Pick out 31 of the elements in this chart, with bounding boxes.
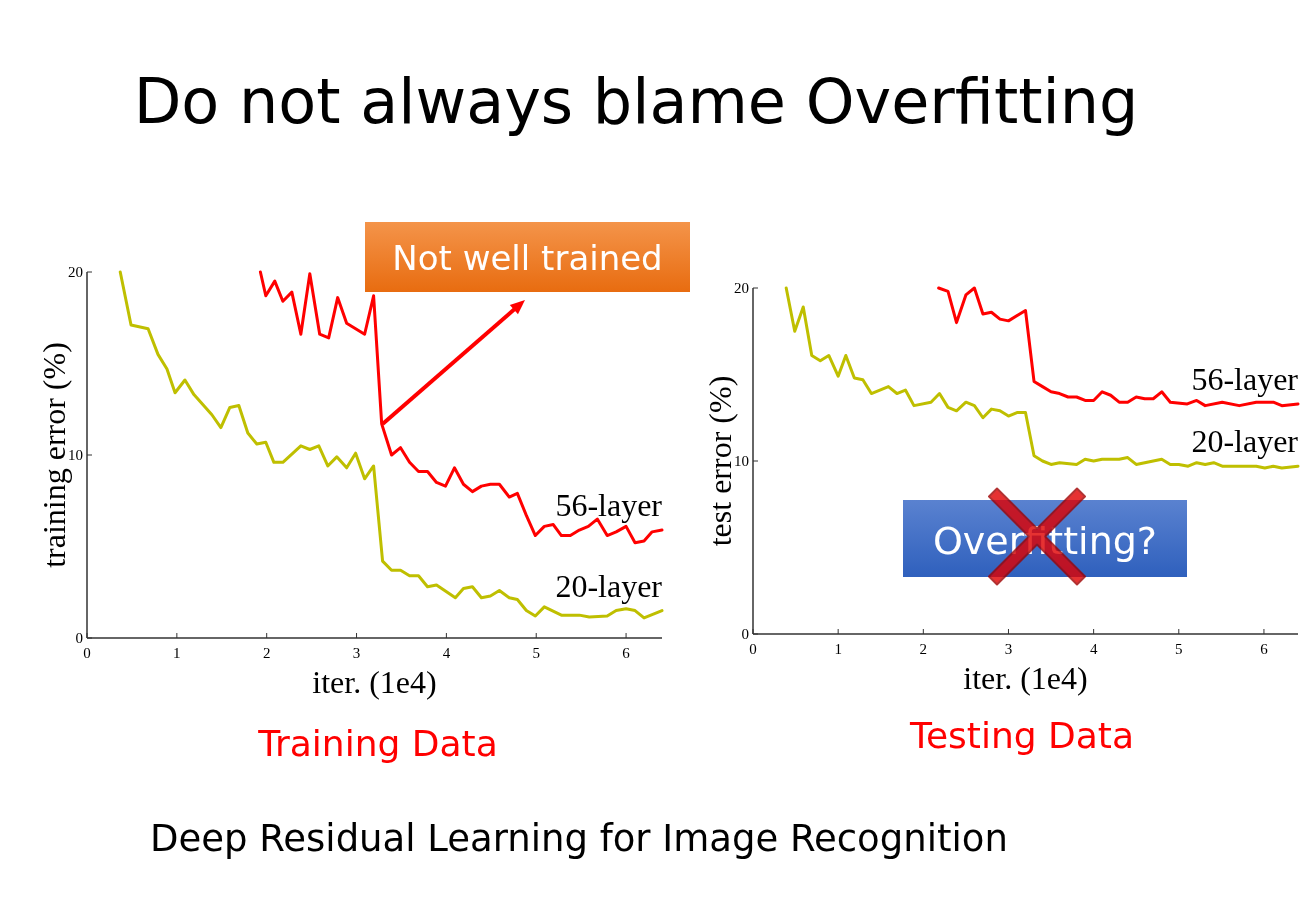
line-series — [118, 270, 664, 620]
line-series — [258, 270, 664, 545]
x-axis-title: iter. (1e4) — [963, 660, 1088, 696]
x-tick-label: 6 — [622, 645, 631, 661]
x-tick-label: 2 — [262, 645, 271, 661]
x-tick-label: 3 — [1004, 641, 1013, 657]
x-tick-label: 5 — [532, 645, 540, 661]
x-tick-label: 1 — [834, 641, 842, 657]
x-tick-label: 5 — [1175, 641, 1183, 657]
y-tick-label: 0 — [741, 626, 749, 642]
text: Deep Residual Learning for Image Recognition — [150, 817, 1008, 860]
text: Testing Data — [909, 715, 1134, 756]
x-tick-label: 1 — [173, 645, 181, 661]
x-tick-label: 6 — [1260, 641, 1269, 657]
series-label: 20-layer — [555, 567, 663, 604]
series-label: 20-layer — [1191, 423, 1299, 460]
x-tick-label: 4 — [1089, 641, 1098, 657]
x-tick-label: 2 — [919, 641, 928, 657]
x-tick-label: 4 — [442, 645, 451, 661]
chart-title: Do not always blame Overfitting — [133, 65, 1139, 138]
series-label: 56-layer — [1191, 360, 1299, 397]
series-label: 56-layer — [555, 487, 663, 524]
y-tick-label: 0 — [75, 630, 83, 646]
text: Training Data — [257, 723, 498, 764]
line-series — [784, 286, 1300, 470]
annotation: Not well trained — [392, 238, 663, 278]
y-tick-label: 20 — [68, 264, 83, 280]
x-tick-label: 3 — [352, 645, 361, 661]
x-axis-title: iter. (1e4) — [312, 664, 437, 700]
y-tick-label: 20 — [734, 280, 749, 296]
line-series — [937, 286, 1300, 408]
